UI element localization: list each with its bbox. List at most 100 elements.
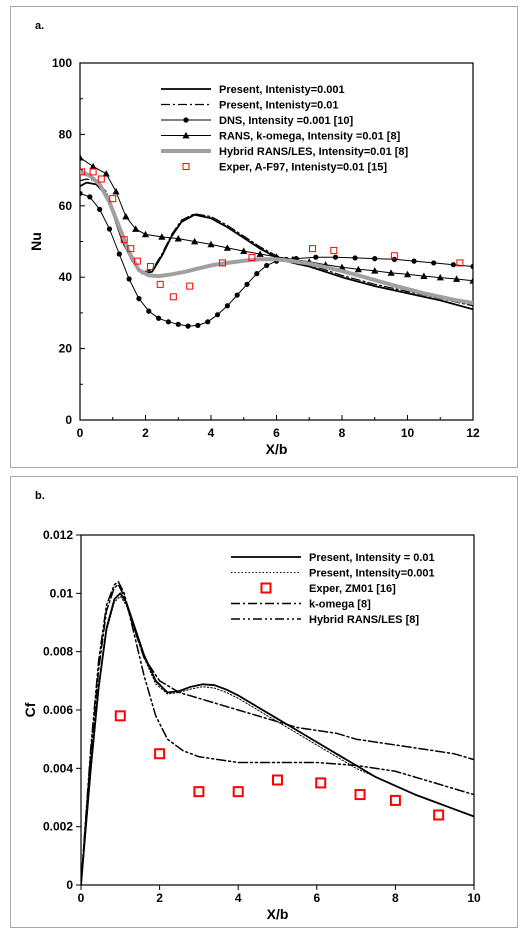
series-2 bbox=[80, 178, 473, 307]
data-point bbox=[87, 194, 93, 200]
data-point bbox=[470, 263, 473, 270]
y-tick-label: 60 bbox=[59, 199, 73, 213]
data-point bbox=[390, 252, 398, 260]
data-point bbox=[191, 237, 199, 245]
data-point bbox=[450, 262, 456, 268]
data-point bbox=[156, 280, 164, 288]
data-point bbox=[313, 254, 319, 260]
y-tick-label: 0 bbox=[66, 878, 73, 892]
y-tick-label: 0.004 bbox=[43, 761, 73, 775]
data-point bbox=[456, 259, 464, 267]
x-tick-label: 2 bbox=[142, 426, 149, 440]
data-point bbox=[436, 273, 444, 281]
legend-label: Exper, A-F97, Intenisty=0.01 [15] bbox=[219, 162, 387, 174]
x-tick-label: 10 bbox=[467, 891, 481, 905]
data-point bbox=[207, 240, 215, 248]
data-point bbox=[433, 809, 445, 821]
data-point bbox=[80, 168, 86, 176]
data-point bbox=[193, 786, 205, 798]
data-point bbox=[165, 319, 172, 325]
series-4 bbox=[81, 583, 474, 885]
y-tick-label: 0.006 bbox=[43, 703, 73, 717]
y-tick-label: 0 bbox=[65, 413, 72, 427]
x-axis-label: X/b bbox=[266, 441, 288, 457]
x-tick-label: 0 bbox=[78, 891, 85, 905]
x-tick-label: 12 bbox=[466, 426, 480, 440]
series-line bbox=[81, 583, 474, 885]
series-5 bbox=[80, 169, 473, 305]
x-axis-ticks: 0 2 4 6 8 10 12 bbox=[77, 415, 480, 440]
data-point bbox=[127, 245, 135, 253]
data-point bbox=[80, 154, 84, 161]
legend-label: Present, Intenisty=0.001 bbox=[219, 84, 345, 96]
data-point bbox=[244, 281, 250, 287]
data-point bbox=[97, 206, 103, 212]
plot-frame bbox=[80, 534, 475, 886]
data-point bbox=[387, 269, 395, 276]
data-point bbox=[133, 257, 141, 265]
y-tick-label: 80 bbox=[59, 127, 73, 141]
data-point bbox=[146, 262, 154, 270]
legend-label: DNS, Intensity =0.001 [10] bbox=[219, 115, 354, 127]
data-point bbox=[116, 251, 122, 257]
data-point bbox=[234, 292, 240, 298]
data-point bbox=[146, 308, 152, 314]
data-point bbox=[97, 175, 105, 183]
data-point bbox=[89, 162, 97, 170]
legend-marker bbox=[182, 163, 190, 170]
x-tick-label: 6 bbox=[273, 426, 280, 440]
x-axis-label: X/b bbox=[267, 906, 289, 922]
data-point bbox=[248, 254, 256, 262]
legend-marker bbox=[260, 582, 272, 594]
x-tick-label: 8 bbox=[392, 891, 399, 905]
data-point bbox=[195, 322, 201, 328]
data-point bbox=[264, 262, 270, 269]
data-point bbox=[156, 315, 162, 321]
data-point bbox=[141, 230, 150, 238]
series-5 bbox=[81, 580, 474, 885]
y-tick-label: 0.008 bbox=[43, 645, 73, 659]
series-line bbox=[80, 169, 473, 305]
y-tick-label: 40 bbox=[59, 270, 73, 284]
y-tick-label: 20 bbox=[59, 342, 73, 356]
data-point bbox=[224, 303, 230, 309]
series-3 bbox=[80, 190, 473, 329]
data-point bbox=[169, 293, 177, 301]
chart-panel-a: a. 0 2 4 6 8 10 12 0 20 40 60 80 100 X/b Nu Present, Int… bbox=[10, 6, 518, 468]
y-tick-label: 100 bbox=[52, 56, 72, 70]
data-point bbox=[256, 250, 264, 257]
panel-label: a. bbox=[35, 20, 44, 32]
data-point bbox=[315, 777, 327, 789]
y-axis-ticks: 0 0.002 0.004 0.006 0.008 0.01 0.012 bbox=[43, 528, 81, 892]
y-tick-label: 0.002 bbox=[43, 820, 73, 834]
data-point bbox=[309, 245, 317, 253]
data-point bbox=[89, 168, 97, 176]
data-point bbox=[80, 190, 83, 196]
legend: Present, Intenisty=0.001 Present, Intenis… bbox=[161, 84, 409, 174]
legend-label: Present, Intenisty=0.01 bbox=[219, 100, 339, 112]
x-tick-label: 10 bbox=[401, 426, 415, 440]
series-3 bbox=[114, 710, 445, 821]
x-tick-label: 8 bbox=[339, 426, 346, 440]
data-point bbox=[453, 275, 461, 282]
y-axis-label: Cf bbox=[22, 702, 38, 717]
data-point bbox=[223, 244, 231, 251]
data-point bbox=[391, 256, 397, 262]
data-point bbox=[126, 276, 132, 282]
legend: Present, Intensity = 0.01 Present, Intens… bbox=[231, 552, 435, 626]
legend-label: Hybrid RANS/LES, Intensity=0.01 [8] bbox=[219, 146, 409, 158]
series-1 bbox=[81, 592, 474, 885]
x-tick-label: 2 bbox=[156, 891, 163, 905]
data-point bbox=[232, 786, 244, 798]
data-point bbox=[371, 267, 379, 274]
data-point bbox=[158, 233, 166, 240]
series-line bbox=[80, 178, 473, 307]
data-point bbox=[338, 263, 346, 271]
series-6 bbox=[80, 168, 464, 301]
data-point bbox=[102, 170, 110, 177]
data-point bbox=[136, 296, 142, 302]
x-axis-ticks: 0 2 4 6 8 10 bbox=[78, 885, 481, 905]
chart-panel-b: b. 0 2 4 6 8 10 0 0.002 0.004 0.006 0.008 0.01 0.012 X… bbox=[10, 476, 518, 928]
data-point bbox=[205, 319, 211, 325]
data-point bbox=[389, 794, 401, 806]
